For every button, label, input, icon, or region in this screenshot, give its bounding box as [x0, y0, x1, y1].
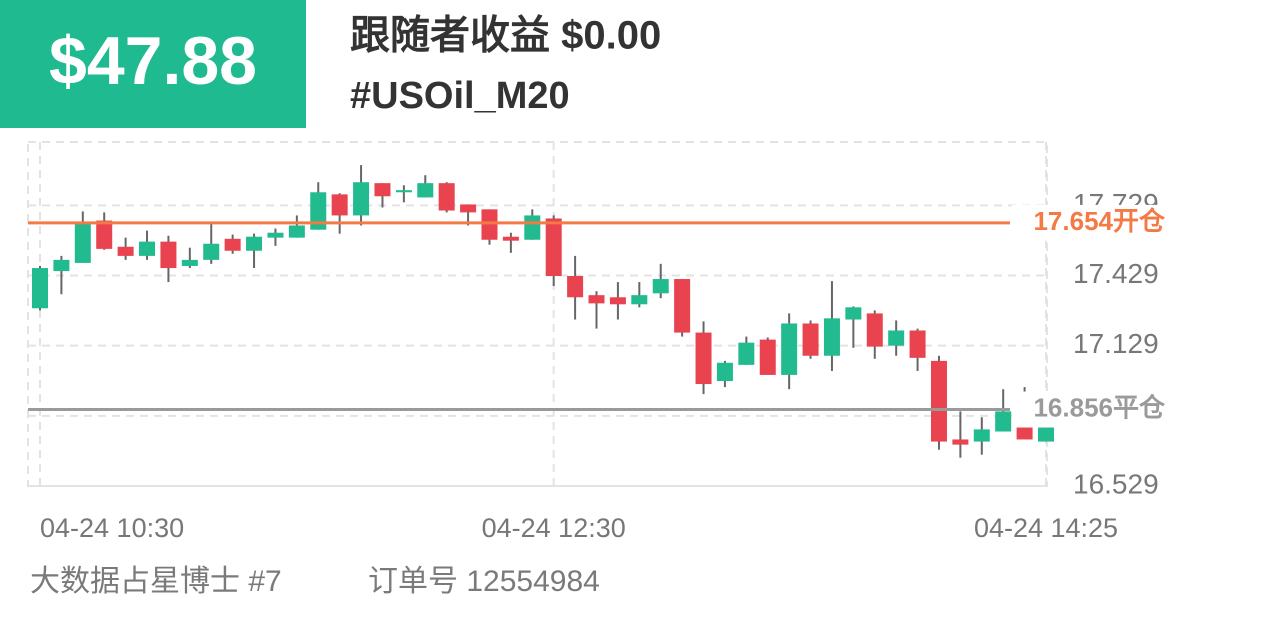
candle-body — [288, 225, 305, 238]
candle-body — [545, 218, 562, 276]
x-tick-label: 04-24 10:30 — [40, 513, 184, 543]
candle-body — [481, 209, 498, 240]
candle-body — [738, 342, 755, 365]
candle-body — [845, 307, 862, 320]
candle-body — [930, 360, 947, 442]
candle-body — [502, 236, 519, 241]
candle-body — [695, 332, 712, 385]
candle-body — [353, 182, 370, 216]
candle-body — [1016, 424, 1033, 440]
reference-lines — [28, 221, 1010, 412]
candle-body — [395, 190, 412, 193]
candle-body — [909, 330, 926, 358]
candle-body — [888, 330, 905, 346]
candle-body — [952, 439, 969, 445]
grid — [28, 142, 1047, 487]
profit: $47.88 — [49, 23, 257, 99]
candle-body — [866, 313, 883, 347]
candle-body — [460, 204, 477, 213]
candle-body — [652, 279, 669, 294]
candle-body — [417, 183, 434, 198]
candle-body — [716, 362, 733, 381]
author: 大数据占星博士 #7 — [30, 565, 282, 598]
candle-body — [224, 238, 241, 251]
profit-box — [0, 0, 306, 128]
candle-body — [567, 275, 584, 298]
x-tick-label: 04-24 12:30 — [482, 513, 626, 543]
candle-body — [160, 241, 177, 269]
x-tick-label: 04-24 14:25 — [974, 513, 1118, 543]
candle-body — [53, 259, 70, 272]
candle-body — [310, 192, 327, 230]
y-tick-label: 17.429 — [1073, 258, 1159, 289]
y-tick-label: 17.129 — [1073, 328, 1159, 359]
candle-body — [609, 297, 626, 305]
candle-body — [802, 323, 819, 356]
candle-body — [181, 259, 198, 266]
candle-body — [588, 295, 605, 304]
reference-labels: 17.654开仓 16.856平仓 — [1012, 204, 1170, 428]
follower-profit: 跟随者收益 $0.00 — [350, 14, 661, 58]
candle-body — [96, 220, 113, 249]
candle-body — [631, 295, 648, 305]
candle-body — [438, 183, 455, 211]
reference-label-bg — [1012, 204, 1170, 241]
candle-body — [139, 241, 156, 256]
y-tick-label: 16.529 — [1073, 468, 1159, 499]
candle-body — [32, 268, 48, 309]
candle-body — [246, 236, 263, 251]
candle-body — [1038, 425, 1054, 442]
candle-body — [973, 429, 990, 442]
candle-body — [74, 221, 91, 263]
candle-body — [203, 243, 220, 260]
plot-frame — [27, 141, 1048, 487]
candle-body — [995, 411, 1012, 432]
candle-body — [759, 339, 776, 375]
candle-body — [331, 194, 348, 216]
candle-body — [267, 232, 284, 238]
candle-body — [781, 323, 798, 375]
candle-body — [823, 318, 840, 356]
reference-label-bg — [1012, 391, 1170, 428]
candles — [32, 165, 1054, 458]
candle-body — [117, 246, 134, 256]
symbol: #USOil_M20 — [350, 75, 570, 117]
reference-label: 17.654开仓 — [1033, 206, 1166, 236]
order-number: 订单号 12554984 — [368, 565, 600, 598]
reference-label: 16.856平仓 — [1033, 392, 1166, 422]
candle-body — [524, 215, 541, 240]
candle-body — [374, 183, 391, 197]
candle-body — [674, 279, 691, 333]
